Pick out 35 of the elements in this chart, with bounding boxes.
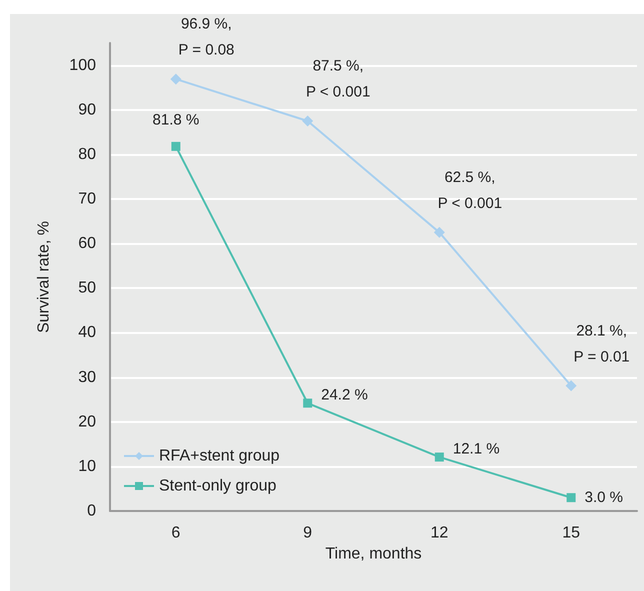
y-tick-label: 40 [78, 324, 96, 342]
data-label: 62.5 %, P < 0.001 [438, 168, 502, 212]
data-label: 81.8 % [152, 111, 200, 128]
x-tick-label: 9 [303, 524, 312, 542]
data-label: 28.1 %, P = 0.01 [574, 322, 630, 366]
y-tick-label: 60 [78, 235, 96, 252]
point [171, 142, 180, 151]
point [434, 452, 444, 462]
x-tick-label: 15 [562, 524, 580, 542]
legend-label: RFA+stent group [159, 448, 280, 464]
data-label: 87.5 %, P < 0.001 [306, 58, 370, 100]
point [434, 226, 445, 238]
y-tick-label: 30 [78, 368, 96, 386]
y-tick-label: 10 [78, 458, 96, 475]
legend-label: Stent-only group [159, 478, 277, 494]
y-tick-label: 100 [69, 56, 96, 74]
x-tick-label: 12 [430, 524, 448, 542]
y-tick-label: 0 [87, 502, 96, 520]
point [303, 398, 312, 408]
data-label: 96.9 %, P = 0.08 [178, 16, 234, 59]
y-tick-label: 80 [78, 146, 96, 163]
point [170, 74, 182, 85]
point [566, 380, 577, 392]
point [302, 116, 314, 126]
y-axis-title: Survival rate, % [36, 220, 52, 334]
y-tick-label: 90 [78, 101, 96, 118]
x-tick-label: 6 [171, 524, 180, 542]
y-tick-label: 50 [78, 280, 96, 297]
y-tick-label: 20 [78, 413, 96, 430]
point [566, 493, 576, 502]
data-label: 12.1 % [452, 440, 500, 458]
y-tick-label: 70 [78, 190, 96, 208]
data-label: 3.0 % [584, 489, 623, 506]
x-axis-title: Time, months [325, 545, 422, 562]
data-label: 24.2 % [321, 386, 368, 404]
